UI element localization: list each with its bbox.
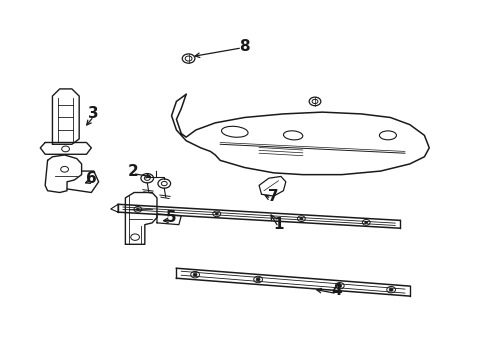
Text: 3: 3	[88, 107, 99, 121]
Text: 1: 1	[273, 217, 283, 232]
Circle shape	[193, 273, 197, 276]
Circle shape	[337, 284, 341, 287]
Circle shape	[388, 288, 392, 291]
Text: 4: 4	[331, 283, 342, 298]
Text: 8: 8	[239, 39, 249, 54]
Circle shape	[256, 278, 260, 281]
Circle shape	[299, 217, 302, 220]
Text: 7: 7	[268, 189, 279, 203]
Circle shape	[215, 213, 218, 215]
Text: 5: 5	[166, 210, 177, 225]
Text: 2: 2	[127, 163, 138, 179]
Circle shape	[364, 221, 367, 224]
Text: 6: 6	[86, 171, 97, 186]
Circle shape	[136, 208, 139, 210]
